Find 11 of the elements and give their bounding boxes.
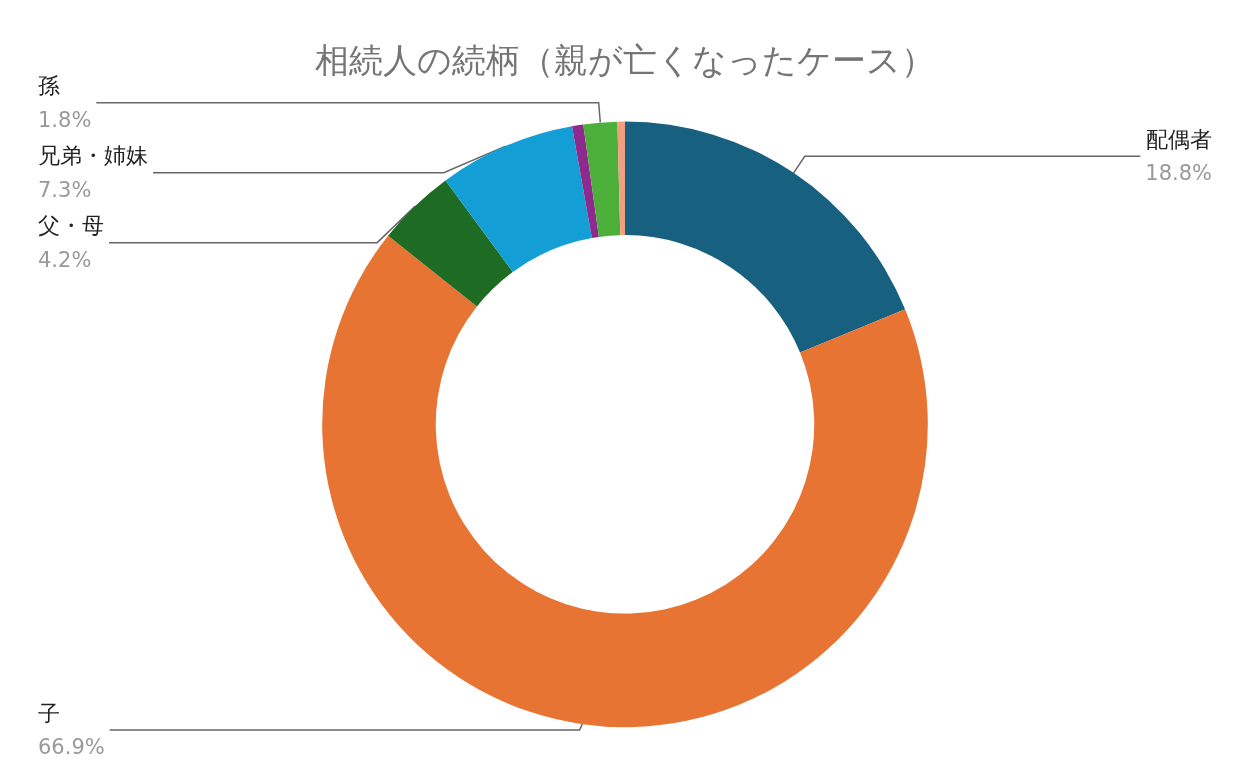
slice-label: 父・母 <box>38 213 104 239</box>
data-label: 1.8% <box>38 107 92 132</box>
data-label: 4.2% <box>38 247 92 272</box>
slice-label: 子 <box>38 700 60 726</box>
chart-title: 相続人の続柄（親が亡くなったケース） <box>315 40 935 80</box>
slice-label: 配偶者 <box>1146 126 1212 152</box>
data-label: 18.8% <box>1145 161 1212 186</box>
data-label: 66.9% <box>38 735 105 759</box>
slice-label: 兄弟・姉妹 <box>38 143 148 169</box>
slice-label: 孫 <box>38 73 60 99</box>
data-label: 7.3% <box>38 177 92 202</box>
